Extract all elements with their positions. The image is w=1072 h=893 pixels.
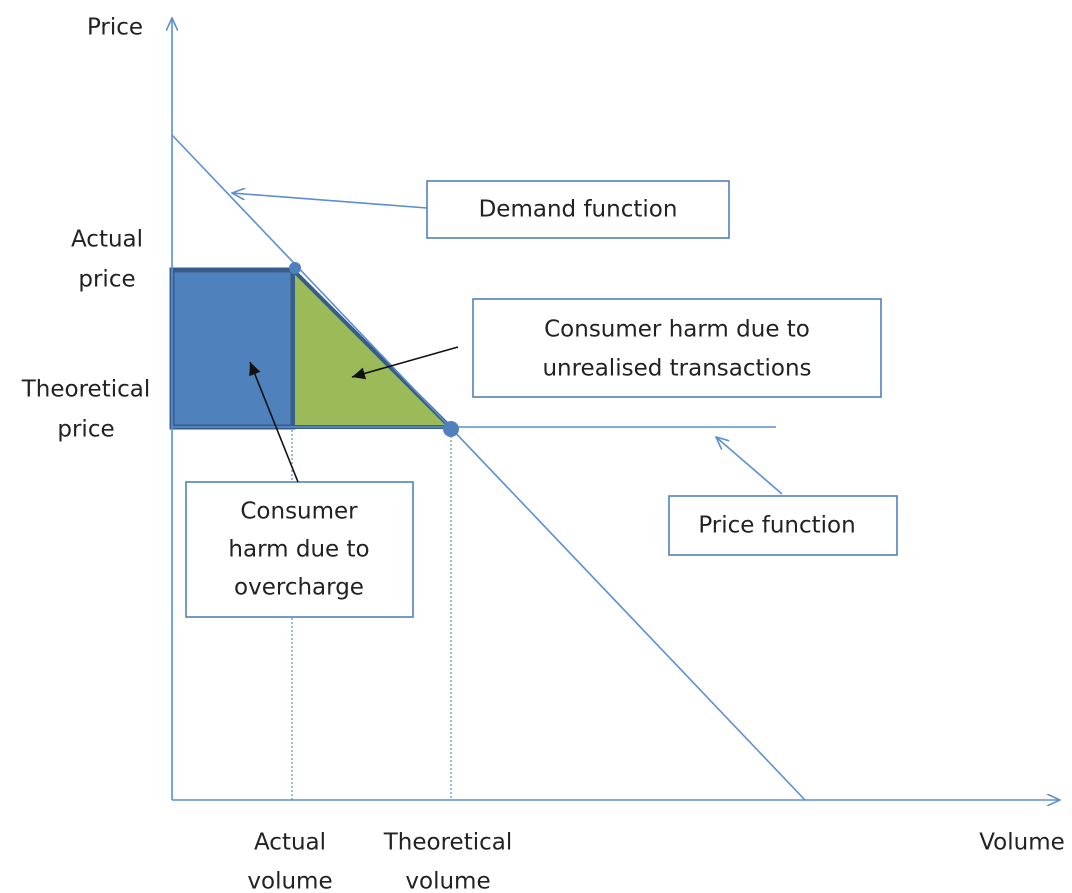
callout-text: Consumer harm due to (544, 317, 810, 343)
volume-label: Theoretical (383, 830, 513, 856)
callout-text: harm due to (228, 537, 369, 563)
axis-label: Price (87, 15, 143, 41)
arrow (249, 361, 299, 483)
point (289, 262, 301, 274)
axis-label: Volume (979, 830, 1065, 856)
volume-label: volume (247, 869, 332, 893)
callout-text: Demand function (479, 197, 678, 223)
volume-label: volume (405, 869, 490, 893)
callout-text: unrealised transactions (542, 356, 811, 382)
volume-label: Actual (254, 830, 326, 856)
callout-box (668, 495, 898, 556)
price-label: price (78, 267, 135, 293)
demand-line (171, 134, 806, 801)
callout-text: Price function (698, 513, 855, 539)
arrow (232, 193, 428, 209)
callout-text: overcharge (234, 575, 364, 601)
callout-text: Consumer (240, 499, 358, 525)
price-label: price (57, 417, 114, 443)
callout-box (426, 180, 730, 239)
price-label: Actual (71, 227, 143, 253)
arrow (351, 346, 459, 380)
overcharge-area (169, 267, 296, 430)
callout-box (185, 481, 414, 618)
price-label: Theoretical (21, 377, 151, 403)
arrow (716, 437, 783, 495)
point (443, 421, 459, 437)
callout-box (472, 298, 882, 398)
